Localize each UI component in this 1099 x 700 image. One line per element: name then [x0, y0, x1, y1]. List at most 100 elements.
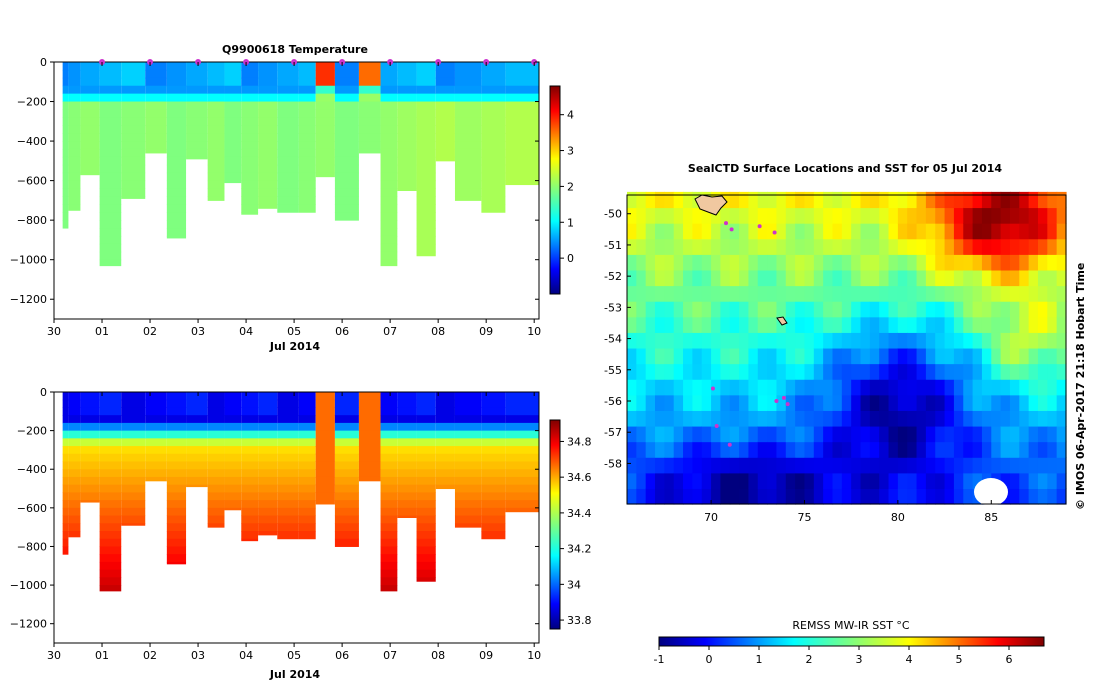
profile-column	[121, 392, 146, 526]
sst-cell	[767, 285, 778, 302]
heatmap-cell	[80, 141, 100, 150]
sst-cell	[655, 379, 665, 396]
heatmap-cell	[207, 515, 225, 524]
sst-cell	[1056, 238, 1067, 255]
heatmap-cell	[481, 523, 506, 532]
sst-cell	[692, 457, 703, 474]
sst-cell	[832, 488, 843, 505]
heatmap-cell	[258, 125, 278, 134]
heatmap-cell	[505, 141, 539, 150]
sst-cell	[645, 441, 656, 458]
heatmap-cell	[121, 392, 146, 401]
heatmap-cell	[258, 148, 278, 158]
sst-cell	[701, 207, 712, 224]
sst-cell	[1028, 316, 1039, 333]
heatmap-cell	[334, 469, 359, 478]
heatmap-cell	[481, 93, 506, 103]
credit-text: © IMOS 06-Apr-2017 21:18 Hobart Time	[1074, 263, 1087, 510]
heatmap-cell	[62, 117, 69, 126]
heatmap-cell	[358, 101, 381, 110]
sst-cell	[729, 269, 740, 287]
heatmap-cell	[277, 133, 299, 142]
heatmap-cell	[99, 133, 122, 142]
heatmap-cell	[68, 133, 81, 142]
sst-cell	[944, 441, 955, 458]
heatmap-cell	[80, 62, 100, 71]
heatmap-cell	[99, 523, 122, 532]
colorbar-tick-label: 33.8	[567, 614, 592, 627]
heatmap-cell	[68, 399, 81, 408]
heatmap-cell	[68, 101, 81, 110]
sst-cell	[655, 457, 665, 474]
heatmap-cell	[186, 476, 208, 486]
heatmap-cell	[145, 133, 167, 142]
x-tick-label: 02	[143, 325, 157, 338]
heatmap-cell	[416, 577, 436, 582]
heatmap-cell	[315, 156, 335, 166]
profile-column	[99, 392, 122, 592]
x-tick-label: 05	[287, 649, 301, 662]
heatmap-cell	[277, 515, 299, 524]
sst-cell	[869, 285, 880, 302]
sst-cell	[627, 269, 637, 287]
map-x-tick-label: 75	[797, 511, 811, 524]
sst-cell	[636, 394, 647, 411]
heatmap-cell	[435, 156, 455, 162]
salinity-y-axis: 0−200−400−600−800−1000−1200	[10, 386, 539, 631]
heatmap-cell	[505, 172, 539, 182]
sst-cell	[907, 457, 918, 474]
heatmap-cell	[224, 446, 242, 455]
sst-cell	[823, 332, 834, 349]
heatmap-cell	[416, 228, 436, 237]
sst-cell	[907, 332, 918, 349]
sst-cell	[851, 223, 862, 240]
map-y-axis: -50-51-52-53-54-55-56-57-58	[604, 208, 631, 470]
heatmap-cell	[380, 133, 398, 142]
heatmap-cell	[186, 62, 208, 71]
sst-cell	[692, 301, 703, 318]
heatmap-cell	[277, 415, 299, 424]
sst-cell	[823, 394, 834, 411]
sst-cell	[739, 472, 750, 489]
heatmap-cell	[258, 141, 278, 150]
x-tick-label: 06	[335, 649, 349, 662]
heatmap-cell	[207, 392, 225, 401]
sst-cell	[748, 472, 759, 489]
heatmap-cell	[121, 461, 146, 470]
sst-cell	[720, 238, 731, 255]
sst-cell	[636, 457, 647, 474]
sst-cell	[1028, 457, 1039, 474]
colorbar-tick-label: 34.6	[567, 471, 592, 484]
heatmap-cell	[224, 69, 242, 79]
sst-cell	[720, 347, 731, 365]
heatmap-cell	[99, 188, 122, 197]
sst-cell	[655, 425, 665, 443]
heatmap-cell	[416, 148, 436, 158]
sst-cell	[767, 410, 778, 427]
sst-cell	[1047, 285, 1058, 302]
sst-cell	[1047, 425, 1058, 443]
heatmap-cell	[99, 569, 122, 578]
heatmap-cell	[241, 69, 259, 79]
sst-cell	[916, 363, 927, 380]
heatmap-cell	[207, 117, 225, 126]
sst-cell	[813, 191, 824, 209]
heatmap-cell	[358, 399, 381, 408]
sst-cell	[897, 207, 908, 224]
sst-cell	[813, 285, 824, 302]
sst-cell	[841, 457, 852, 474]
profile-column	[186, 62, 208, 160]
x-tick-label: 04	[239, 649, 253, 662]
profile-column	[166, 62, 187, 239]
sst-cell	[664, 223, 675, 240]
sst-cell	[888, 379, 899, 396]
heatmap-cell	[68, 515, 81, 524]
heatmap-cell	[207, 62, 225, 71]
heatmap-cell	[166, 188, 187, 197]
sst-cell	[860, 363, 871, 380]
sst-cell	[1056, 207, 1067, 224]
sst-cell	[972, 425, 983, 443]
x-tick-label: 01	[95, 325, 109, 338]
sst-cell	[748, 269, 759, 287]
sst-cell	[907, 223, 918, 240]
